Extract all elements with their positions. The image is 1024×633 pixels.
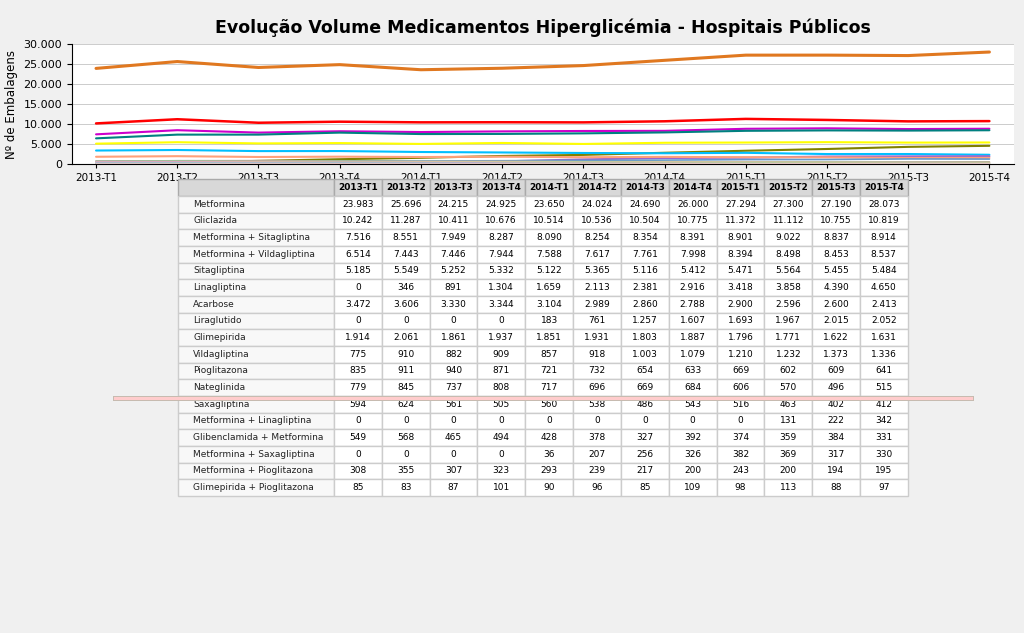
Y-axis label: Nº de Embalagens: Nº de Embalagens [5,50,17,159]
Title: Evolução Volume Medicamentos Hiperglicémia - Hospitais Públicos: Evolução Volume Medicamentos Hiperglicém… [215,19,870,37]
